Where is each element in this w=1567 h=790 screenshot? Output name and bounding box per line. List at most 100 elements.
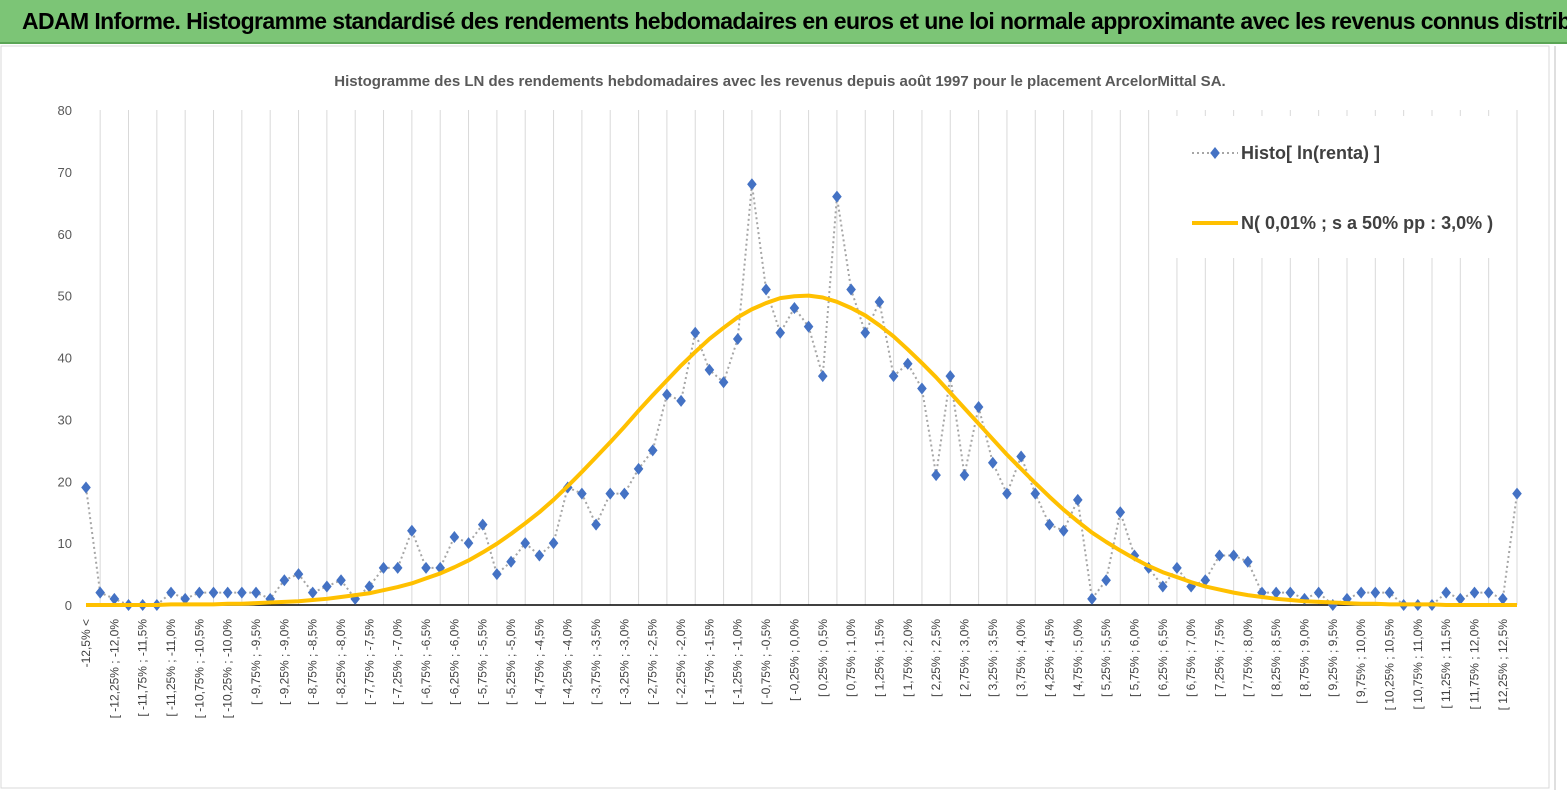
- x-tick-label: [ 10,75% ; 11,0%: [1411, 619, 1425, 710]
- x-tick-label: [ -2,25% ; -2,0%: [674, 619, 688, 705]
- x-tick-label: [ -11,75% ; -11,5%: [136, 619, 150, 717]
- data-point: [307, 586, 318, 599]
- data-point: [1498, 592, 1508, 605]
- x-tick-label: [ -9,25% ; -9,0%: [277, 619, 291, 705]
- y-tick-label: 60: [58, 227, 72, 242]
- data-point: [293, 568, 304, 581]
- x-tick-label: [ 6,25% ; 6,5%: [1156, 619, 1170, 697]
- data-point: [775, 326, 786, 339]
- x-tick-label: [ 2,75% ; 3,0%: [957, 619, 971, 697]
- legend-marker: [1210, 147, 1220, 159]
- header-title: ADAM Informe. Histogramme standardisé de…: [22, 8, 1567, 34]
- data-point: [520, 537, 531, 550]
- data-point: [591, 518, 601, 531]
- data-point: [860, 326, 871, 339]
- data-point: [832, 190, 842, 203]
- x-tick-label: [ 3,25% ; 3,5%: [986, 619, 1000, 697]
- x-tick-label: [ -11,25% ; -11,0%: [164, 619, 178, 717]
- x-tick-label: [ -0,75% ; -0,5%: [759, 619, 773, 705]
- x-tick-label: [ -8,75% ; -8,5%: [306, 619, 320, 705]
- data-point: [732, 332, 743, 345]
- data-point: [492, 568, 502, 581]
- data-point: [392, 561, 403, 574]
- x-tick-label: [ 6,75% ; 7,0%: [1184, 619, 1198, 697]
- y-tick-label: 70: [58, 165, 72, 180]
- data-point: [336, 574, 346, 587]
- data-point: [1384, 586, 1395, 599]
- legend-label: N( 0,01% ; s a 50% pp : 3,0% ): [1241, 213, 1493, 233]
- x-tick-label: [ -2,75% ; -2,5%: [646, 619, 660, 705]
- x-tick-label: [ -6,75% ; -6,5%: [419, 619, 433, 705]
- legend-label: Histo[ ln(renta) ]: [1241, 143, 1380, 163]
- data-point: [704, 363, 715, 376]
- x-tick-label: [ 9,25% ; 9,5%: [1326, 619, 1340, 697]
- x-tick-label: [ -7,25% ; -7,0%: [391, 619, 405, 705]
- x-tick-label: [ 10,25% ; 10,5%: [1382, 619, 1396, 711]
- data-point: [577, 487, 587, 500]
- y-tick-label: 80: [58, 103, 72, 118]
- data-point: [1228, 549, 1239, 562]
- data-point: [194, 586, 205, 599]
- data-point: [1512, 487, 1522, 500]
- data-point: [407, 524, 417, 537]
- data-point: [1455, 592, 1466, 605]
- data-point: [1285, 586, 1296, 599]
- data-point: [1214, 549, 1225, 562]
- data-point: [973, 401, 984, 413]
- data-point: [1356, 586, 1366, 599]
- data-point: [180, 592, 190, 605]
- x-tick-label: [ -4,75% ; -4,5%: [532, 619, 546, 705]
- data-point: [747, 178, 757, 191]
- x-tick-label: [ -10,75% ; -10,5%: [192, 619, 206, 719]
- data-point: [1101, 574, 1111, 587]
- data-point: [902, 357, 913, 370]
- data-point: [1200, 574, 1211, 587]
- data-point: [477, 518, 488, 531]
- data-point: [463, 537, 474, 550]
- data-point: [888, 370, 899, 383]
- data-point: [1030, 487, 1041, 500]
- y-tick-label: 40: [58, 351, 72, 366]
- x-tick-label: [ 4,75% ; 5,0%: [1071, 619, 1085, 697]
- data-point: [322, 580, 332, 593]
- x-tick-label: [ 8,75% ; 9,0%: [1297, 619, 1311, 697]
- x-tick-label: [ 3,75% ; 4,0%: [1014, 619, 1028, 697]
- data-point: [435, 561, 446, 574]
- data-point: [619, 487, 630, 500]
- y-tick-label: 50: [58, 289, 72, 304]
- data-point: [237, 586, 247, 599]
- header: ADAM Informe. Histogramme standardisé de…: [0, 0, 1567, 44]
- x-tick-label: [ 11,75% ; 12,0%: [1467, 619, 1481, 710]
- x-tick-label: [ -10,25% ; -10,0%: [221, 619, 235, 719]
- data-point: [676, 394, 686, 407]
- data-point: [109, 592, 120, 605]
- x-tick-label: [ -5,75% ; -5,5%: [476, 619, 490, 705]
- x-tick-label: [ -1,75% ; -1,5%: [702, 619, 716, 705]
- data-point: [803, 320, 814, 333]
- data-point: [945, 370, 956, 383]
- x-tick-label: [ 2,25% ; 2,5%: [929, 619, 943, 697]
- x-tick-label: [ 9,75% ; 10,0%: [1354, 619, 1368, 704]
- x-tick-label: [ -3,25% ; -3,0%: [617, 619, 631, 705]
- data-point: [548, 537, 559, 550]
- data-point: [166, 586, 176, 599]
- x-tick-label: [ 11,25% ; 11,5%: [1439, 619, 1453, 709]
- y-tick-label: 30: [58, 412, 72, 427]
- data-point: [1072, 493, 1083, 506]
- x-tick-label: [ -6,25% ; -6,0%: [447, 619, 461, 705]
- data-point: [208, 586, 219, 599]
- data-point: [1016, 450, 1026, 463]
- legend-box: [1160, 116, 1508, 258]
- x-tick-label: [ 1,75% ; 2,0%: [901, 619, 915, 697]
- data-point: [633, 462, 644, 475]
- data-point: [817, 370, 828, 383]
- x-tick-label: [ 0,25% ; 0,5%: [816, 619, 830, 697]
- series-line: [86, 293, 1517, 607]
- x-tick-label: [ 1,25% ; 1,5%: [872, 619, 886, 697]
- data-point: [1271, 586, 1281, 599]
- marks: [81, 178, 1522, 611]
- x-tick-label: [ -1,25% ; -1,0%: [731, 619, 745, 705]
- x-tick-label: -12,5% <: [79, 619, 93, 667]
- grid: -12,5% < [ -12,25% ; -12,0% [ -11,75% ; -1…: [58, 103, 1518, 719]
- x-tick-label: [ 4,25% ; 4,5%: [1042, 619, 1056, 697]
